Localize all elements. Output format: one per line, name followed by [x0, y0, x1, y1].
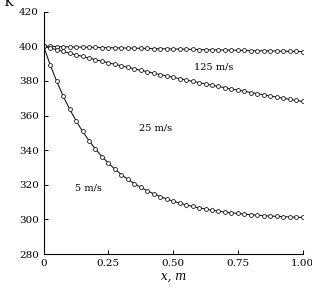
- Text: 125 m/s: 125 m/s: [194, 62, 233, 72]
- Text: 25 m/s: 25 m/s: [139, 123, 173, 132]
- X-axis label: x, m: x, m: [161, 269, 186, 282]
- Text: 5 m/s: 5 m/s: [75, 184, 102, 193]
- Y-axis label: T, K: T, K: [0, 0, 13, 9]
